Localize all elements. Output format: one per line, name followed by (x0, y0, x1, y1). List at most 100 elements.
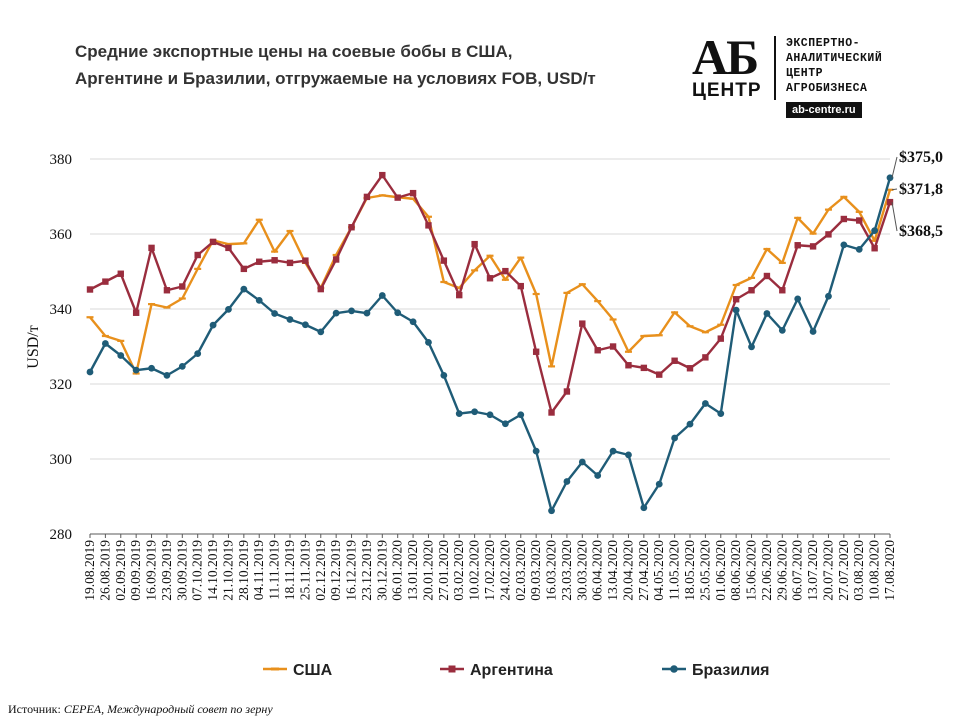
x-tick-label: 02.12.2019 (313, 540, 328, 601)
data-point-argentina (717, 335, 724, 342)
x-tick-label: 18.11.2019 (282, 540, 297, 600)
data-point-argentina (563, 388, 571, 395)
x-tick-label: 02.09.2019 (113, 540, 128, 601)
x-tick-label: 03.08.2020 (851, 540, 866, 601)
data-point-brazil (178, 362, 186, 370)
data-point-argentina (825, 231, 832, 238)
x-tick-label: 29.06.2020 (774, 540, 789, 601)
y-tick-label: 280 (50, 527, 73, 543)
end-label-argentina: $368,5 (899, 223, 943, 240)
chart-title: Средние экспортные цены на соевые бобы в… (75, 38, 596, 92)
data-point-brazil (640, 504, 648, 512)
legend-label-argentina: Аргентина (470, 662, 553, 679)
data-point-argentina (102, 278, 109, 285)
data-point-argentina (256, 258, 263, 265)
data-point-brazil (332, 309, 340, 317)
end-label-leader (891, 202, 898, 232)
data-point-argentina (409, 189, 417, 197)
x-tick-label: 09.03.2020 (528, 540, 543, 601)
logo-text: ЭКСПЕРТНО- АНАЛИТИЧЕСКИЙ ЦЕНТР АГРОБИЗНЕ… (786, 36, 882, 96)
x-tick-label: 30.03.2020 (574, 540, 589, 601)
logo-center-word: ЦЕНТР (692, 80, 762, 101)
data-point-argentina (486, 275, 494, 282)
x-tick-label: 30.12.2019 (374, 540, 389, 601)
data-point-brazil (809, 328, 817, 335)
end-label-leader (891, 188, 898, 191)
x-tick-label: 16.03.2020 (544, 540, 559, 601)
data-point-argentina (132, 309, 140, 316)
data-point-argentina (809, 243, 817, 250)
data-point-brazil (686, 420, 694, 428)
data-point-argentina (794, 242, 801, 249)
x-tick-label: 21.10.2019 (220, 540, 235, 601)
x-tick-label: 02.03.2020 (513, 540, 528, 601)
chart-title-line-2: Аргентине и Бразилии, отгружаемые на усл… (75, 69, 596, 88)
data-point-argentina (732, 296, 740, 303)
legend: США Аргентина Бразилия (263, 662, 770, 679)
series-line-argentina (89, 173, 892, 414)
x-tick-label: 27.04.2020 (636, 540, 651, 601)
y-tick-label: 320 (50, 377, 73, 393)
data-point-brazil (578, 458, 586, 466)
data-point-argentina (425, 222, 432, 229)
data-point-argentina (702, 354, 709, 361)
data-point-brazil (655, 480, 663, 488)
x-tick-label: 30.09.2019 (174, 540, 189, 601)
data-point-argentina (456, 291, 463, 299)
chart-title-line-1: Средние экспортные цены на соевые бобы в… (75, 42, 513, 61)
x-axis-ticks: 19.08.2019 26.08.2019 02.09.2019 09.09.2019… (82, 534, 897, 601)
data-point-brazil (594, 472, 602, 479)
data-point-brazil (255, 296, 263, 304)
data-point-brazil (871, 227, 879, 235)
data-point-brazil (240, 285, 248, 293)
y-tick-label: 300 (50, 452, 73, 468)
data-point-brazil (440, 371, 448, 379)
data-point-brazil (794, 295, 802, 303)
x-tick-label: 10.02.2020 (467, 540, 482, 601)
data-point-brazil (748, 343, 755, 351)
y-axis-ticks: 280 300 320 340 360 380 (50, 152, 73, 543)
x-tick-label: 13.04.2020 (605, 540, 620, 601)
x-tick-label: 03.02.2020 (451, 540, 466, 601)
series-brazil (86, 174, 894, 515)
x-tick-label: 24.02.2020 (497, 540, 512, 601)
logo-url[interactable]: ab-centre.ru (786, 102, 862, 118)
x-tick-label: 20.04.2020 (620, 540, 635, 601)
x-tick-label: 26.08.2019 (97, 540, 112, 601)
data-point-brazil (563, 478, 571, 485)
data-point-brazil (163, 371, 171, 379)
x-tick-label: 16.09.2019 (144, 540, 159, 601)
data-point-brazil (840, 241, 848, 249)
data-point-brazil (363, 309, 371, 317)
data-point-brazil (394, 309, 402, 317)
series-line-usa (89, 189, 892, 375)
data-point-argentina (517, 282, 524, 290)
x-tick-label: 25.11.2019 (297, 540, 312, 600)
data-point-brazil (609, 447, 617, 455)
y-tick-label: 340 (50, 302, 73, 318)
x-tick-label: 09.12.2019 (328, 540, 343, 601)
y-axis-label: USD/т (25, 325, 42, 368)
data-point-brazil (548, 507, 555, 515)
x-tick-label: 16.12.2019 (344, 540, 359, 601)
x-tick-label: 09.09.2019 (128, 540, 143, 601)
data-point-argentina (502, 267, 509, 275)
data-point-argentina (856, 217, 863, 224)
data-point-argentina (379, 171, 386, 179)
data-point-argentina (179, 283, 186, 290)
data-point-argentina (625, 362, 632, 369)
data-point-argentina (686, 365, 694, 372)
source-note: Источник: CEPEA, Международный совет по … (8, 702, 273, 717)
data-point-brazil (717, 410, 725, 418)
logo-divider (774, 36, 776, 100)
data-point-brazil (271, 310, 279, 317)
x-tick-label: 23.09.2019 (159, 540, 174, 601)
legend-marker (448, 665, 456, 673)
series-lines (86, 171, 894, 515)
data-point-argentina (656, 371, 663, 378)
data-point-argentina (440, 257, 448, 264)
data-point-brazil (778, 326, 786, 334)
data-point-argentina (302, 257, 309, 264)
data-point-argentina (363, 193, 371, 201)
x-tick-label: 17.08.2020 (882, 540, 897, 601)
